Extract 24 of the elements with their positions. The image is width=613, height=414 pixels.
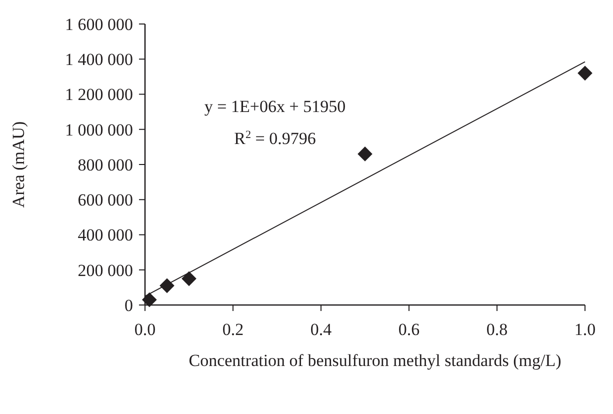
y-tick-label: 600 000: [78, 190, 133, 210]
x-tick-label: 0.0: [134, 320, 156, 339]
point: [160, 278, 174, 294]
y-tick-label: 400 000: [78, 226, 133, 245]
y-tick-label: 200 000: [78, 260, 133, 280]
x-tick-label: 0.8: [486, 320, 508, 339]
x-tick-label: 0.6: [398, 320, 420, 339]
annotation: R$^{2}$ = 0.9796: [234, 129, 316, 148]
y-tick-label: 0: [124, 296, 133, 315]
x-tick-label: 0.4: [310, 320, 332, 339]
y-tick-label: 1 400 000: [65, 50, 133, 70]
y-tick-label: 1 200 000: [65, 85, 133, 104]
y-axis-title: Area (mAU): [9, 121, 28, 208]
point: [578, 66, 592, 81]
annotation: y = 1E+06x + 51950: [204, 97, 346, 116]
y-tick-label: 1 600 000: [65, 14, 133, 34]
point: [358, 146, 372, 162]
y-tick-label: 1 000 000: [65, 120, 133, 140]
x-tick-label: 0.2: [222, 320, 244, 339]
x-tick-label: 1.0: [574, 320, 596, 339]
point: [182, 271, 196, 286]
point: [142, 292, 157, 308]
x-axis-title: Concentration of bensulfuron methyl standards (mg/L): [188, 350, 562, 372]
y-tick-label: 800 000: [78, 155, 133, 174]
